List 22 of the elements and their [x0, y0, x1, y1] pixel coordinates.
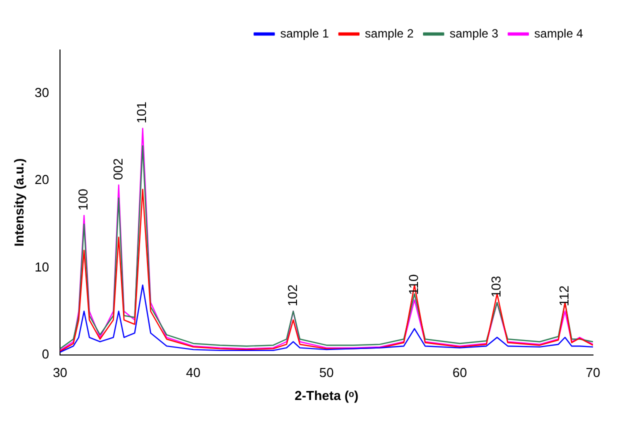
legend-label: sample 3 [450, 26, 499, 40]
x-tick-label: 60 [452, 365, 467, 380]
y-tick-label: 10 [34, 259, 50, 274]
x-axis-title: 2-Theta (ᵒ) [294, 388, 358, 403]
x-tick-label: 30 [52, 365, 68, 380]
x-tick-label: 50 [319, 365, 334, 380]
x-tick-label: 40 [186, 365, 201, 380]
legend-label: sample 4 [534, 26, 584, 40]
legend-label: sample 1 [280, 26, 330, 40]
y-tick-label: 20 [34, 172, 50, 188]
annotation: 100 [76, 188, 91, 210]
x-tick-label: 70 [586, 365, 600, 380]
annotation: 103 [488, 276, 504, 298]
annotation: 102 [284, 284, 300, 306]
annotation: 112 [556, 286, 572, 306]
legend-label: sample 2 [364, 26, 414, 40]
annotation: 101 [134, 102, 150, 124]
y-tick-label: 0 [42, 346, 50, 362]
y-axis-title: Intensity (a.u.) [11, 158, 26, 246]
annotation: 110 [406, 274, 422, 295]
y-tick-label: 30 [34, 85, 50, 100]
annotation: 002 [110, 158, 126, 180]
